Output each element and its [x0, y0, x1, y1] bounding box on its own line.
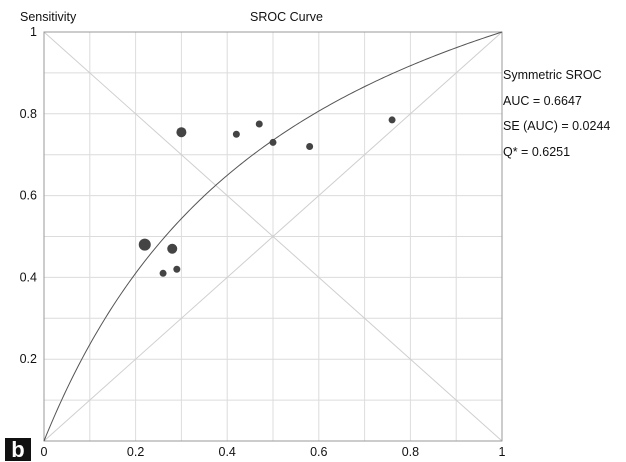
y-axis-label: Sensitivity [20, 10, 77, 24]
chart-title: SROC Curve [250, 10, 323, 24]
study-point [232, 130, 240, 138]
study-point [269, 138, 277, 146]
panel-label: b [5, 438, 31, 461]
study-point [159, 269, 167, 277]
q-star-label: Q* = 0.6251 [503, 144, 571, 159]
y-tick-label: 0.6 [20, 189, 37, 203]
study-point [255, 120, 263, 128]
study-point [388, 116, 396, 124]
reference-anti-diagonal-line [43, 31, 503, 442]
auc-label: AUC = 0.6647 [503, 93, 582, 108]
x-tick-label: 0.2 [127, 445, 144, 459]
x-tick-label: 0.6 [310, 445, 327, 459]
se-auc-label: SE (AUC) = 0.0244 [503, 119, 611, 133]
plot-frame [43, 31, 503, 442]
study-point [306, 143, 314, 151]
curve-name-label: Symmetric SROC [503, 68, 602, 82]
study-point [176, 127, 187, 138]
stats-legend: Symmetric SROC AUC = 0.6647 SE (AUC) = 0… [503, 63, 610, 165]
y-tick-label: 0.4 [20, 270, 37, 284]
x-tick-label: 0.8 [402, 445, 419, 459]
study-point [173, 265, 181, 273]
study-point [167, 243, 178, 254]
x-tick-label: 0 [41, 445, 48, 459]
y-tick-label: 0.8 [20, 107, 37, 121]
y-tick-label: 0.2 [20, 352, 37, 366]
x-tick-label: 0.4 [219, 445, 236, 459]
x-tick-label: 1 [499, 445, 506, 459]
y-tick-label: 1 [30, 25, 37, 39]
study-point [138, 238, 151, 251]
